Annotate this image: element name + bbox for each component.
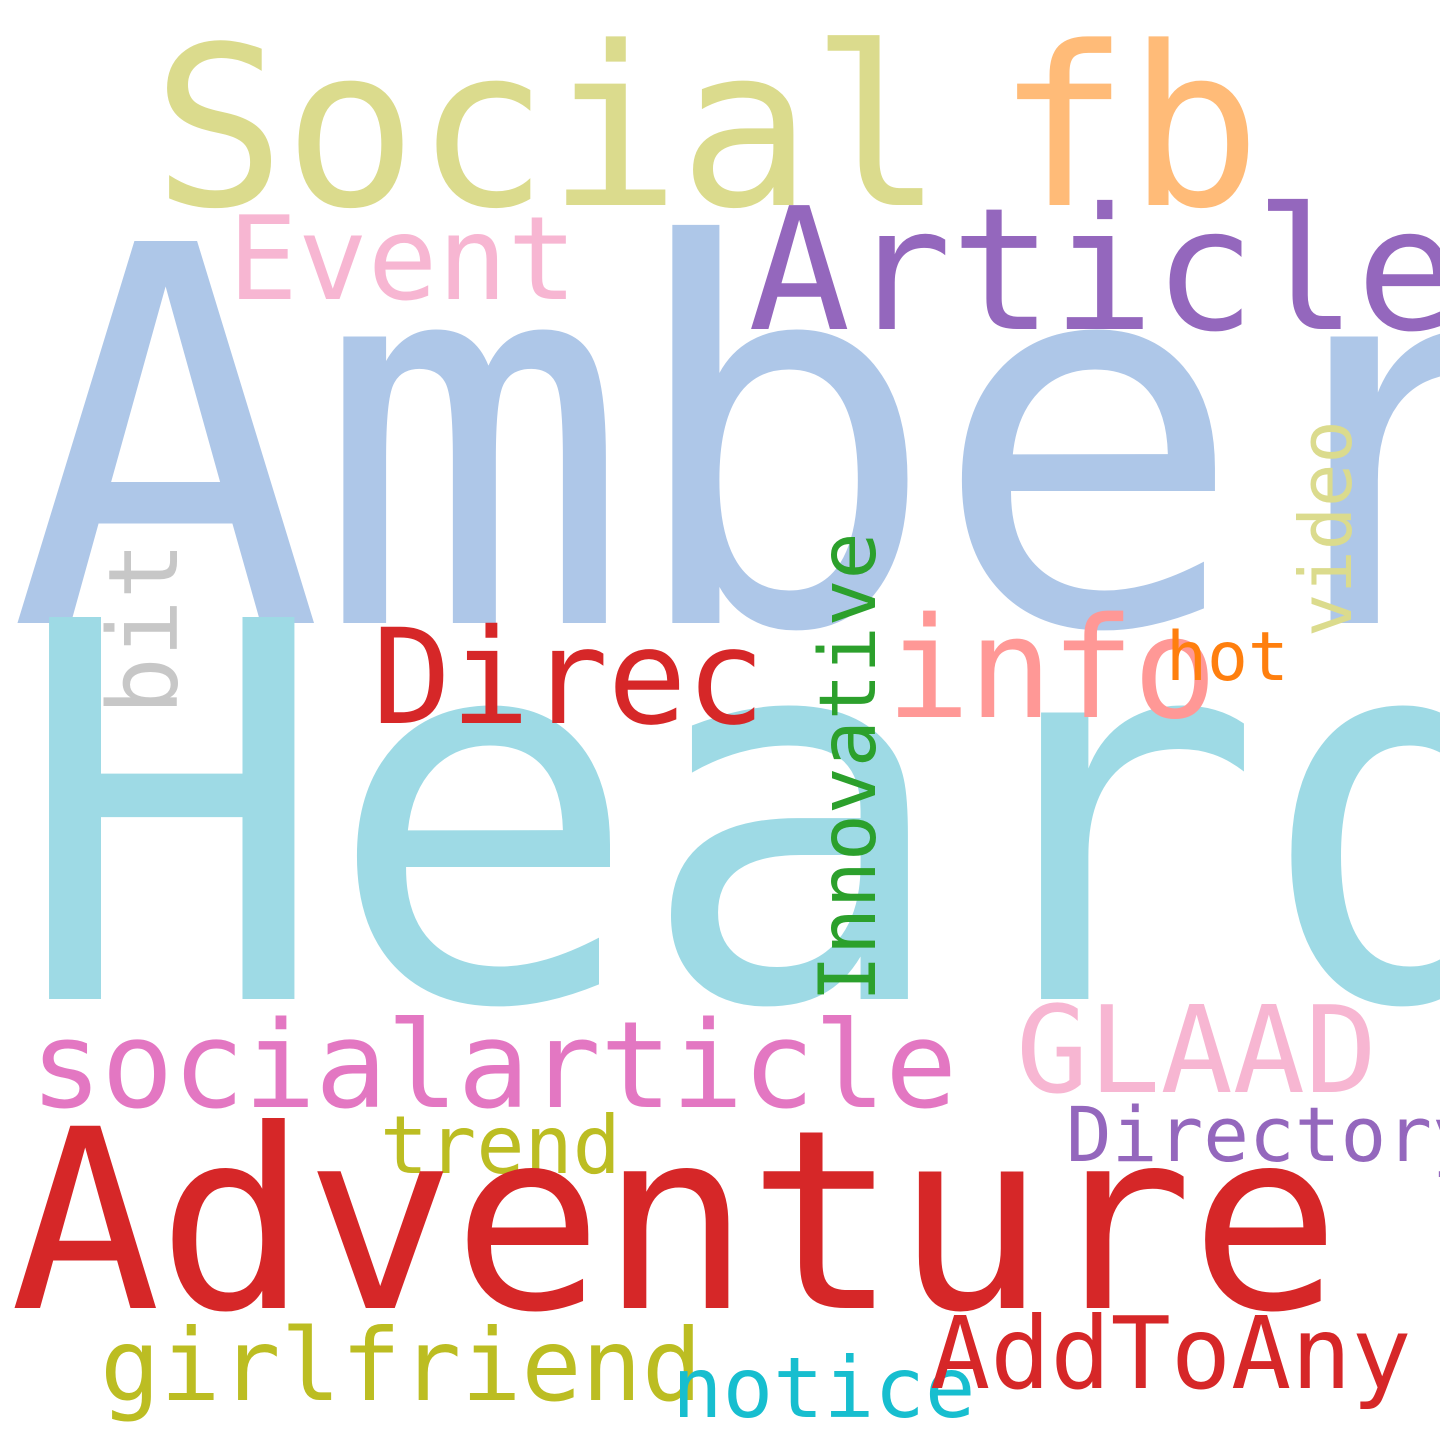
word-socialarticle: socialarticle [30,997,957,1136]
word-fb: fb [996,0,1261,258]
word-trend: trend [380,1099,621,1192]
word-girlfriend: girlfriend [100,1307,703,1424]
word-amber: Amber [8,137,1440,747]
word-innovative: Innovative [804,532,894,1002]
word-hot: hot [1166,618,1289,697]
word-social: Social [152,0,944,258]
word-direc: Direc [372,601,765,755]
word-article: Article [748,172,1440,370]
word-video: video [1284,420,1368,637]
word-directory: Directory [1066,1090,1440,1179]
word-heard: Heard [14,513,1440,1123]
word-event: Event [228,192,578,327]
word-bit: bit [88,541,200,715]
word-notice: notice [672,1339,976,1437]
word-info: info [886,588,1217,751]
word-addtoany: AddToAny [930,1295,1412,1412]
word-glaad: GLAAD [1016,982,1378,1121]
word-adventure: Adventure [10,1076,1341,1367]
